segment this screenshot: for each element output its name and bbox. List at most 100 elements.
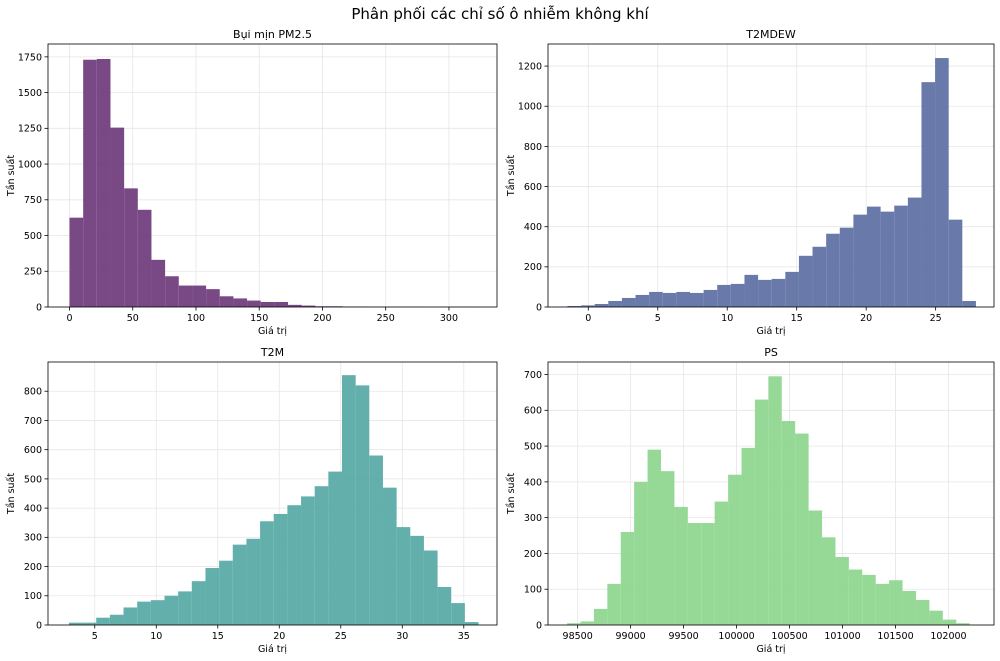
y-tick-label: 200 <box>524 549 542 560</box>
x-tick-label: 25 <box>335 631 347 642</box>
y-tick-label: 1750 <box>18 52 42 63</box>
histogram-bar <box>907 197 922 307</box>
histogram-bar <box>826 233 840 307</box>
histogram-bar <box>621 297 636 307</box>
axes-frame <box>547 43 995 308</box>
x-tick-label: 10 <box>721 313 733 324</box>
x-tick-label: 10 <box>150 631 162 642</box>
histogram-bar <box>674 506 688 625</box>
y-tick-label: 750 <box>24 195 42 206</box>
x-tick-label: 100 <box>187 313 205 324</box>
x-tick-label: 20 <box>860 313 872 324</box>
histogram-bar <box>205 568 220 625</box>
chart-title: PS <box>764 346 778 359</box>
x-tick-label: 99000 <box>616 631 646 642</box>
histogram-bar <box>730 283 745 307</box>
histogram-bar <box>567 623 581 625</box>
histogram-bar <box>921 82 936 307</box>
y-tick-label: 300 <box>24 533 42 544</box>
histogram-bar <box>758 279 772 307</box>
x-tick-label: 100000 <box>718 631 754 642</box>
histogram-bar <box>342 375 356 625</box>
histogram-bar <box>635 294 650 307</box>
histogram-bar <box>661 471 675 625</box>
x-tick-label: 0 <box>66 313 72 324</box>
histogram-bar <box>962 300 976 307</box>
histogram-bar <box>647 449 662 625</box>
y-tick-label: 500 <box>24 474 42 485</box>
x-tick-label: 35 <box>458 631 470 642</box>
histogram-bar <box>728 474 742 625</box>
histogram-bar <box>83 59 97 307</box>
histogram-bar <box>219 296 234 307</box>
histogram-bar <box>835 557 849 625</box>
x-axis-label: Giá trị <box>258 326 287 337</box>
x-tick-label: 98500 <box>563 631 593 642</box>
y-tick-label: 400 <box>524 222 542 233</box>
y-tick-label: 300 <box>524 513 542 524</box>
histogram-bar <box>929 610 943 625</box>
histogram-bar <box>741 447 755 625</box>
histogram-bar <box>853 214 868 307</box>
histogram-bar <box>437 587 452 625</box>
histogram-bar <box>328 471 343 625</box>
axes-frame <box>547 361 995 626</box>
chart-panel-2: 0 5 10 15 20 25 0 200 400 600 800 1000 1200 T2MDEW Giá… <box>506 28 995 337</box>
histogram-bar <box>109 614 124 625</box>
y-tick-label: 600 <box>524 406 542 417</box>
y-axis-label: Tần suất <box>6 473 17 515</box>
y-tick-label: 0 <box>36 302 42 313</box>
histogram-bar <box>82 622 97 625</box>
histogram-bar <box>798 255 813 307</box>
y-tick-label: 200 <box>24 562 42 573</box>
histogram-bar <box>771 278 786 307</box>
histogram-bar <box>581 305 595 307</box>
x-tick-label: 50 <box>127 313 139 324</box>
y-tick-label: 400 <box>24 504 42 515</box>
x-tick-label: 200 <box>313 313 331 324</box>
histogram-bar <box>812 246 827 307</box>
histogram-bar <box>717 284 731 307</box>
x-axis-label: Giá trị <box>756 644 785 655</box>
histogram-bar <box>687 523 702 625</box>
histogram-bar <box>676 291 690 307</box>
histogram-bar <box>867 206 881 307</box>
histogram-bar <box>165 276 179 307</box>
figure-suptitle: Phân phối các chỉ số ô nhiễm không khí <box>351 5 649 23</box>
chart-panel-4: 98500 99000 99500 100000 100500 101000 101500 1… <box>506 346 995 655</box>
y-axis-label: Tần suất <box>506 155 517 197</box>
histogram-bar <box>744 274 759 307</box>
y-tick-label: 0 <box>36 620 42 631</box>
x-tick-label: 20 <box>273 631 285 642</box>
histogram-bar <box>164 595 179 625</box>
histogram-bar <box>662 292 677 307</box>
chart-title: T2MDEW <box>745 28 796 41</box>
x-tick-label: 250 <box>377 313 395 324</box>
histogram-bar <box>464 622 479 625</box>
x-tick-label: 5 <box>655 313 661 324</box>
histogram-bar <box>178 591 192 625</box>
x-tick-label: 100500 <box>771 631 807 642</box>
histogram-bar <box>894 205 908 307</box>
histogram-bar <box>620 531 635 625</box>
histogram-bar <box>301 496 315 625</box>
histogram-bar <box>701 523 715 625</box>
y-tick-label: 1200 <box>518 61 542 72</box>
y-tick-label: 500 <box>524 441 542 452</box>
histogram-bar <box>781 421 796 625</box>
histogram-bar <box>451 603 465 625</box>
histogram-bar <box>232 544 247 625</box>
y-tick-label: 100 <box>24 591 42 602</box>
histogram-bar <box>355 385 370 625</box>
y-tick-label: 800 <box>24 387 42 398</box>
histogram-bar <box>785 271 799 307</box>
histogram-bar <box>219 560 233 625</box>
y-tick-label: 200 <box>524 262 542 273</box>
x-tick-label: 5 <box>92 631 98 642</box>
histogram-bar <box>848 569 863 625</box>
x-tick-label: 15 <box>212 631 224 642</box>
y-tick-label: 100 <box>524 585 542 596</box>
axes-frame <box>47 361 498 626</box>
histogram-bar <box>649 291 663 307</box>
